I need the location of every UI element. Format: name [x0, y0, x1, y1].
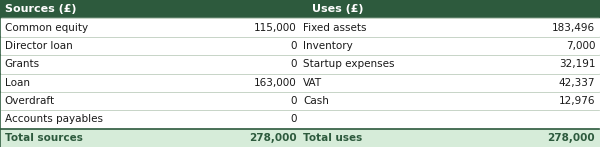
Text: Uses (£): Uses (£): [312, 4, 364, 14]
Text: Grants: Grants: [5, 59, 40, 69]
Text: 0: 0: [290, 96, 297, 106]
Bar: [1, 37, 599, 54]
Text: 0: 0: [290, 114, 297, 125]
Bar: [1, 55, 599, 73]
Text: Cash: Cash: [303, 96, 329, 106]
Text: 0: 0: [290, 41, 297, 51]
Text: VAT: VAT: [303, 78, 322, 88]
Text: Inventory: Inventory: [303, 41, 353, 51]
Text: Overdraft: Overdraft: [5, 96, 55, 106]
Text: 278,000: 278,000: [250, 133, 297, 143]
Text: 278,000: 278,000: [548, 133, 595, 143]
Bar: [1, 129, 599, 147]
Text: Total uses: Total uses: [303, 133, 362, 143]
Bar: [1, 74, 599, 91]
Text: 183,496: 183,496: [552, 22, 595, 33]
Text: 32,191: 32,191: [559, 59, 595, 69]
Text: Total sources: Total sources: [5, 133, 83, 143]
Text: Director loan: Director loan: [5, 41, 73, 51]
Text: Common equity: Common equity: [5, 22, 88, 33]
Text: Loan: Loan: [5, 78, 30, 88]
Text: Accounts payables: Accounts payables: [5, 114, 103, 125]
Bar: [1, 18, 599, 36]
Text: Fixed assets: Fixed assets: [303, 22, 367, 33]
Text: 12,976: 12,976: [559, 96, 595, 106]
Text: 115,000: 115,000: [254, 22, 297, 33]
Bar: [1, 92, 599, 110]
Bar: [1, 110, 599, 128]
Text: 0: 0: [290, 59, 297, 69]
Text: 163,000: 163,000: [254, 78, 297, 88]
Bar: [0, 0, 600, 18]
Text: 42,337: 42,337: [559, 78, 595, 88]
Text: Sources (£): Sources (£): [5, 4, 76, 14]
Text: Startup expenses: Startup expenses: [303, 59, 395, 69]
Text: 7,000: 7,000: [566, 41, 595, 51]
